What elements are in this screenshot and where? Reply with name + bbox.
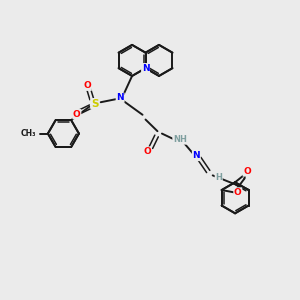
- Text: NH: NH: [173, 135, 187, 144]
- Text: O: O: [83, 81, 91, 90]
- Text: CH₃: CH₃: [21, 129, 37, 138]
- Text: O: O: [143, 147, 151, 156]
- Text: O: O: [234, 188, 242, 197]
- Text: N: N: [193, 152, 200, 160]
- Text: N: N: [116, 93, 124, 102]
- Text: O: O: [243, 167, 251, 176]
- Text: O: O: [73, 110, 81, 119]
- Text: S: S: [91, 99, 98, 109]
- Text: N: N: [142, 64, 149, 73]
- Text: H: H: [215, 173, 222, 182]
